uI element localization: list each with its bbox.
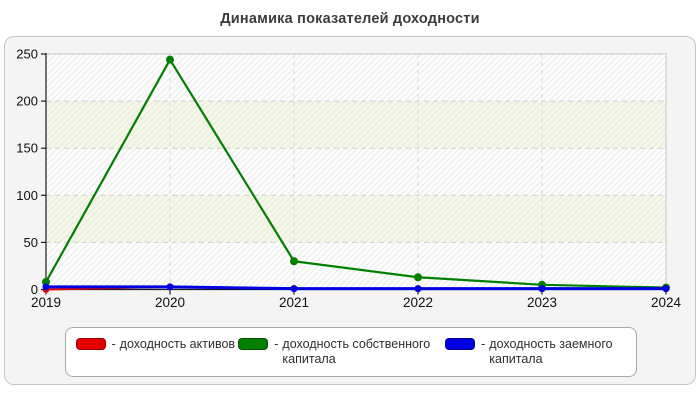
data-point — [414, 273, 422, 282]
legend-item-debt: - доходность заемного капитала — [445, 337, 625, 367]
x-tick-label: 2019 — [31, 295, 61, 310]
y-tick-label: 150 — [16, 141, 38, 156]
x-tick-label: 2021 — [279, 295, 309, 310]
data-point — [538, 285, 546, 293]
y-tick-label: 50 — [24, 235, 38, 250]
legend-swatch-green — [238, 338, 269, 350]
data-point — [42, 283, 50, 291]
data-point — [166, 283, 174, 291]
legend-prefix: - — [111, 337, 116, 351]
y-tick-label: 0 — [31, 282, 38, 297]
data-point — [662, 285, 670, 293]
plot-bands — [46, 54, 666, 290]
legend-swatch-red — [75, 338, 106, 350]
legend-prefix: - — [481, 337, 486, 351]
legend-item-assets: - доходность активов — [75, 337, 239, 352]
legend-label-assets: доходность активов — [119, 337, 236, 351]
y-tick-label: 250 — [16, 47, 38, 62]
x-tick-label: 2020 — [155, 295, 185, 310]
y-tick-label: 200 — [16, 94, 38, 109]
legend-label-equity: доходность собственного капитала — [282, 337, 431, 366]
chart-container: 0 50 100 150 200 250 2019 2020 2021 2022 2023 2024 … — [4, 36, 696, 385]
data-point — [290, 257, 298, 266]
legend-prefix: - — [274, 337, 279, 351]
y-tick-label: 100 — [16, 188, 38, 203]
data-point — [290, 285, 298, 293]
x-tick-label: 2024 — [651, 295, 682, 310]
series-line — [44, 285, 668, 291]
page-title: Динамика показателей доходности — [220, 11, 480, 27]
series-2 — [42, 283, 670, 293]
x-tick-label: 2023 — [527, 295, 557, 310]
legend-swatch-blue — [445, 338, 476, 350]
chart-canvas: 0 50 100 150 200 250 2019 2020 2021 2022 2023 2024 — [16, 47, 682, 311]
data-point — [42, 277, 50, 286]
data-point — [414, 285, 422, 293]
chart-legend: - доходность активов - доходность собств… — [64, 327, 637, 377]
data-point — [166, 55, 174, 64]
legend-label-debt: доходность заемного капитала — [489, 337, 613, 366]
x-tick-label: 2022 — [403, 295, 433, 310]
legend-item-equity: - доходность собственного капитала — [238, 337, 445, 367]
series-line — [44, 58, 668, 289]
